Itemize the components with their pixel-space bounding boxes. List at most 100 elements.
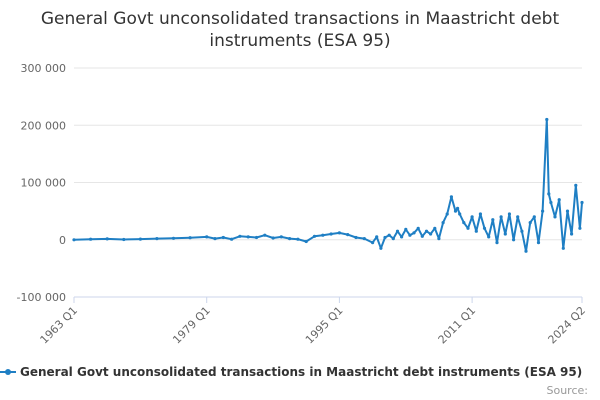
data-point[interactable] — [72, 238, 76, 242]
data-point[interactable] — [213, 237, 217, 241]
legend[interactable]: General Govt unconsolidated transactions… — [0, 365, 582, 379]
data-point[interactable] — [466, 226, 470, 230]
data-point[interactable] — [387, 233, 391, 237]
data-point[interactable] — [578, 226, 582, 230]
data-point[interactable] — [279, 235, 283, 239]
data-point[interactable] — [520, 229, 524, 233]
data-point[interactable] — [503, 232, 507, 236]
data-point[interactable] — [400, 235, 404, 239]
y-axis: -100 000 0 100 000 200 000 300 000 — [17, 62, 66, 304]
y-tick-label: 200 000 — [21, 119, 67, 132]
data-point[interactable] — [362, 237, 366, 241]
data-point[interactable] — [424, 229, 429, 233]
data-point[interactable] — [499, 215, 503, 219]
data-point[interactable] — [288, 237, 292, 241]
data-point[interactable] — [188, 236, 192, 240]
data-point[interactable] — [375, 235, 379, 239]
data-point[interactable] — [495, 241, 499, 245]
data-point[interactable] — [246, 235, 250, 239]
data-point[interactable] — [441, 221, 445, 225]
data-point[interactable] — [557, 198, 561, 202]
data-point[interactable] — [304, 239, 308, 244]
data-point[interactable] — [453, 209, 458, 213]
data-point[interactable] — [420, 234, 424, 238]
data-point[interactable] — [321, 233, 325, 237]
x-tick-label: 1979 Q1 — [170, 304, 213, 347]
data-point[interactable] — [105, 237, 109, 241]
x-tick-label: 1963 Q1 — [38, 304, 81, 347]
data-point[interactable] — [532, 215, 536, 219]
data-point[interactable] — [429, 232, 433, 236]
data-point[interactable] — [230, 237, 234, 241]
chart-title-line-1: General Govt unconsolidated transactions… — [41, 9, 560, 29]
legend-series-label: General Govt unconsolidated transactions… — [20, 365, 582, 379]
data-point[interactable] — [346, 233, 350, 237]
data-point[interactable] — [565, 209, 570, 213]
data-point[interactable] — [437, 237, 441, 241]
credits-text[interactable]: Source: — [547, 384, 589, 397]
data-point[interactable] — [574, 183, 578, 187]
data-point[interactable] — [395, 229, 400, 233]
data-point[interactable] — [122, 237, 126, 242]
data-point[interactable] — [412, 231, 416, 235]
data-point[interactable] — [263, 233, 267, 237]
data-point[interactable] — [470, 215, 474, 219]
data-point[interactable] — [553, 215, 557, 219]
data-point[interactable] — [371, 241, 375, 245]
data-point[interactable] — [511, 238, 516, 242]
data-point[interactable] — [433, 226, 437, 230]
data-point[interactable] — [383, 235, 387, 240]
data-point[interactable] — [524, 249, 528, 253]
data-point[interactable] — [329, 232, 333, 236]
data-point[interactable] — [491, 218, 495, 222]
data-point[interactable] — [516, 215, 520, 219]
data-point[interactable] — [354, 235, 358, 240]
data-point[interactable] — [545, 117, 549, 122]
data-point[interactable] — [570, 232, 574, 236]
series-layer — [72, 117, 584, 253]
data-point[interactable] — [391, 237, 395, 241]
y-tick-label: -100 000 — [17, 291, 66, 304]
data-point[interactable] — [507, 212, 511, 216]
chart-title-line-2: instruments (ESA 95) — [209, 31, 390, 51]
data-point[interactable] — [561, 246, 565, 250]
y-tick-label: 300 000 — [21, 62, 67, 75]
data-point[interactable] — [474, 229, 478, 233]
series-line[interactable] — [73, 118, 583, 253]
data-point[interactable] — [580, 200, 584, 205]
data-point[interactable] — [482, 226, 487, 230]
data-point[interactable] — [296, 237, 300, 241]
data-point[interactable] — [171, 236, 176, 240]
data-point[interactable] — [89, 237, 93, 241]
data-point[interactable] — [478, 212, 482, 216]
x-axis: 1963 Q1 1979 Q1 1995 Q1 2011 Q1 2024 Q2 — [38, 296, 588, 347]
data-point[interactable] — [487, 235, 491, 239]
grid-layer — [74, 67, 582, 298]
data-point[interactable] — [462, 221, 466, 225]
data-point[interactable] — [458, 212, 462, 216]
data-point[interactable] — [404, 227, 408, 231]
data-point[interactable] — [379, 246, 383, 250]
data-point[interactable] — [549, 200, 553, 205]
data-point[interactable] — [541, 209, 545, 213]
data-point[interactable] — [408, 233, 412, 237]
data-point[interactable] — [155, 237, 159, 241]
data-point[interactable] — [221, 235, 225, 240]
data-point[interactable] — [138, 237, 142, 241]
data-point[interactable] — [536, 241, 541, 245]
legend-marker-icon — [5, 369, 11, 375]
data-point[interactable] — [449, 195, 453, 199]
data-point[interactable] — [254, 235, 259, 240]
data-point[interactable] — [445, 212, 449, 216]
data-point[interactable] — [238, 234, 242, 238]
y-tick-label: 100 000 — [21, 177, 67, 190]
data-point[interactable] — [271, 236, 275, 240]
data-point[interactable] — [456, 206, 460, 210]
data-point[interactable] — [337, 231, 341, 235]
data-point[interactable] — [312, 234, 317, 238]
data-point[interactable] — [528, 221, 532, 225]
data-point[interactable] — [547, 192, 551, 196]
data-point[interactable] — [205, 235, 209, 239]
data-point[interactable] — [416, 226, 420, 230]
